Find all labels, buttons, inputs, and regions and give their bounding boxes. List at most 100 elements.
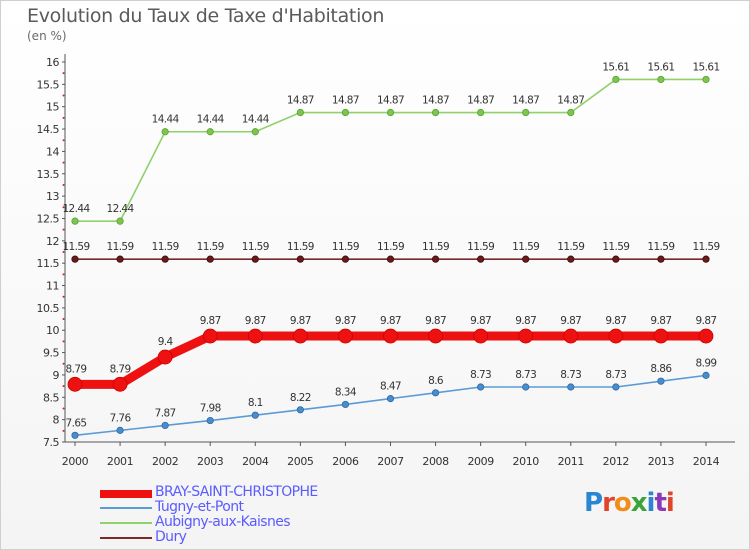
data-point-tugny bbox=[477, 383, 485, 391]
data-point-tugny bbox=[251, 411, 259, 419]
data-label-bray: 9.87 bbox=[425, 315, 446, 327]
data-label-aubigny: 14.87 bbox=[287, 95, 314, 107]
data-point-bray bbox=[383, 328, 398, 344]
x-tick-label: 2010 bbox=[513, 455, 540, 468]
data-point-dury bbox=[522, 255, 530, 263]
data-label-aubigny: 14.87 bbox=[467, 95, 494, 107]
x-tick-label: 2009 bbox=[467, 455, 494, 468]
y-tick-label: 9.5 bbox=[43, 347, 59, 360]
x-tick-label: 2008 bbox=[422, 455, 449, 468]
data-label-dury: 11.59 bbox=[287, 241, 314, 253]
data-label-bray: 9.87 bbox=[290, 315, 311, 327]
data-label-tugny: 7.98 bbox=[200, 403, 221, 415]
data-label-tugny: 8.22 bbox=[290, 392, 311, 404]
y-tick-label: 12 bbox=[46, 235, 59, 248]
y-tick-label: 7.5 bbox=[43, 436, 59, 449]
chart-subtitle: (en %) bbox=[27, 29, 67, 43]
y-minor-dot bbox=[62, 318, 65, 321]
data-label-bray: 9.87 bbox=[560, 315, 581, 327]
data-label-tugny: 7.87 bbox=[155, 407, 176, 419]
data-point-aubigny bbox=[71, 217, 79, 225]
y-minor-dot bbox=[62, 72, 65, 75]
data-point-tugny bbox=[567, 383, 575, 391]
data-label-dury: 11.59 bbox=[377, 241, 404, 253]
data-point-bray bbox=[112, 376, 128, 392]
data-point-bray bbox=[653, 328, 669, 344]
data-point-dury bbox=[657, 255, 665, 263]
legend-item-dury: Dury bbox=[100, 529, 400, 545]
data-label-bray: 9.87 bbox=[650, 315, 671, 327]
data-label-aubigny: 12.44 bbox=[107, 203, 135, 215]
data-point-dury bbox=[341, 255, 350, 263]
data-point-tugny bbox=[296, 406, 304, 414]
data-point-bray bbox=[518, 328, 534, 344]
data-label-aubigny: 14.87 bbox=[557, 95, 584, 107]
data-label-dury: 11.59 bbox=[242, 241, 269, 253]
y-tick-label: 11 bbox=[46, 280, 59, 293]
legend-label-dury: Dury bbox=[155, 529, 187, 545]
data-label-tugny: 8.86 bbox=[650, 363, 672, 375]
x-tick-label: 2001 bbox=[107, 455, 133, 468]
logo-letter: P bbox=[584, 488, 603, 518]
y-tick-label: 16 bbox=[46, 56, 59, 69]
x-tick-label: 2004 bbox=[242, 455, 269, 468]
data-label-bray: 9.87 bbox=[380, 315, 401, 327]
data-label-dury: 11.59 bbox=[557, 241, 584, 253]
data-point-dury bbox=[567, 255, 575, 263]
y-minor-dot bbox=[62, 116, 65, 119]
data-label-tugny: 8.73 bbox=[515, 369, 536, 381]
data-point-tugny bbox=[386, 395, 395, 403]
y-minor-dot bbox=[62, 183, 65, 186]
data-label-dury: 11.59 bbox=[62, 241, 89, 253]
data-label-aubigny: 15.61 bbox=[602, 61, 629, 73]
y-tick-label: 14 bbox=[46, 145, 59, 158]
data-point-aubigny bbox=[612, 75, 620, 84]
data-label-bray: 9.87 bbox=[470, 315, 491, 327]
legend-swatch-tugny bbox=[100, 507, 152, 509]
y-minor-dot bbox=[62, 295, 65, 298]
x-tick-label: 2003 bbox=[197, 455, 224, 468]
legend-item-bray: BRAY-SAINT-CHRISTOPHE bbox=[100, 484, 400, 500]
data-point-aubigny bbox=[702, 75, 710, 84]
data-point-aubigny bbox=[341, 108, 350, 117]
y-tick-label: 8.5 bbox=[43, 391, 59, 404]
data-label-bray: 9.87 bbox=[245, 315, 266, 327]
legend-label-bray: BRAY-SAINT-CHRISTOPHE bbox=[155, 484, 318, 500]
data-label-aubigny: 12.44 bbox=[62, 203, 90, 215]
data-point-dury bbox=[477, 255, 485, 263]
data-label-dury: 11.59 bbox=[332, 241, 359, 253]
y-minor-dot bbox=[62, 385, 65, 388]
data-point-aubigny bbox=[386, 108, 395, 117]
legend-item-aubigny: Aubigny-aux-Kaisnes bbox=[100, 514, 400, 530]
data-point-dury bbox=[386, 255, 395, 263]
data-label-dury: 11.59 bbox=[647, 241, 674, 253]
y-minor-dot bbox=[62, 273, 65, 276]
x-tick-label: 2005 bbox=[287, 455, 314, 468]
data-point-bray bbox=[608, 328, 624, 344]
data-label-dury: 11.59 bbox=[422, 241, 449, 253]
logo-letter: i bbox=[646, 488, 656, 518]
data-label-aubigny: 14.44 bbox=[197, 114, 225, 126]
y-minor-dot bbox=[62, 206, 65, 209]
data-point-aubigny bbox=[251, 128, 259, 136]
y-tick-label: 8 bbox=[53, 414, 60, 427]
data-point-bray bbox=[698, 328, 714, 344]
y-minor-dot bbox=[62, 362, 65, 365]
logo-letter: r bbox=[602, 488, 615, 518]
data-point-aubigny bbox=[657, 75, 665, 84]
proxiti-logo: Proxiti bbox=[584, 488, 675, 518]
data-point-bray bbox=[563, 328, 579, 344]
data-label-dury: 11.59 bbox=[467, 241, 494, 253]
data-label-bray: 9.87 bbox=[200, 315, 221, 327]
data-label-bray: 8.79 bbox=[66, 363, 87, 375]
data-label-tugny: 8.73 bbox=[560, 369, 581, 381]
legend-label-tugny: Tugny-et-Pont bbox=[155, 499, 244, 515]
x-tick-label: 2013 bbox=[648, 455, 675, 468]
logo-letter: o bbox=[613, 488, 632, 518]
legend-swatch-dury bbox=[100, 537, 152, 539]
data-point-aubigny bbox=[431, 108, 440, 117]
data-point-dury bbox=[161, 255, 169, 263]
data-label-dury: 11.59 bbox=[512, 241, 539, 253]
